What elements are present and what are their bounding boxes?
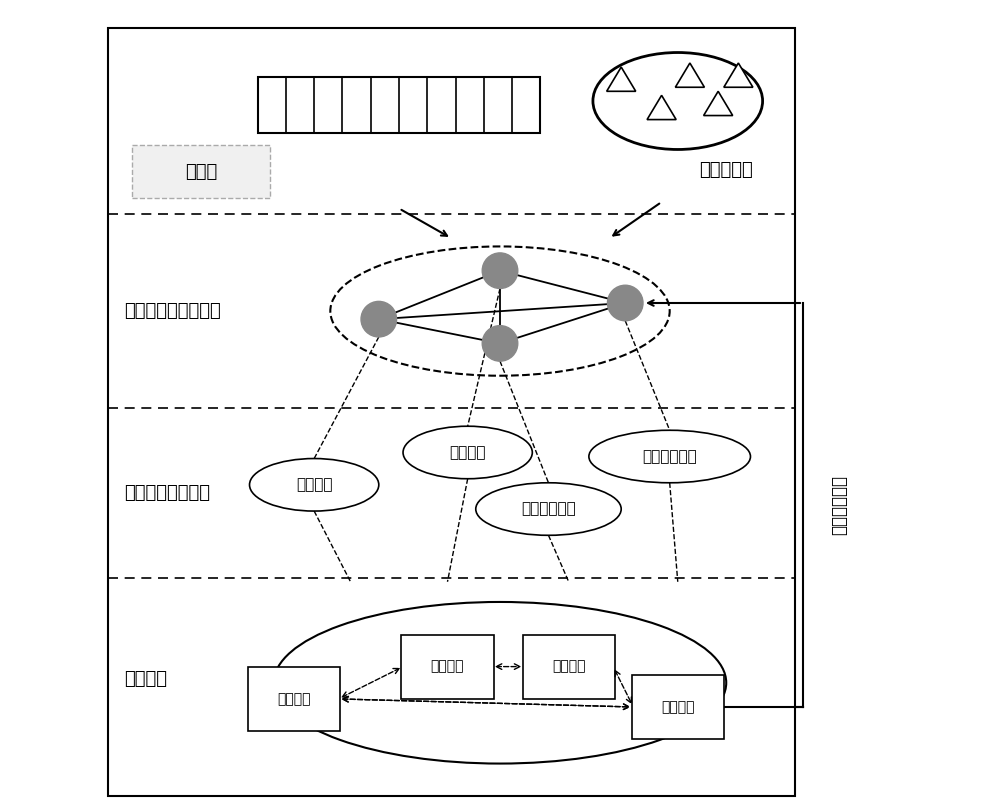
Polygon shape: [607, 67, 636, 91]
Text: 低层（算法集合）: 低层（算法集合）: [124, 484, 210, 502]
Text: 问题求解: 问题求解: [124, 670, 167, 688]
Circle shape: [482, 326, 518, 361]
Text: 蚂群算法: 蚂群算法: [296, 478, 332, 492]
FancyBboxPatch shape: [632, 675, 724, 739]
FancyBboxPatch shape: [248, 667, 340, 730]
Polygon shape: [647, 95, 676, 120]
Ellipse shape: [403, 426, 532, 478]
FancyBboxPatch shape: [401, 635, 494, 698]
Ellipse shape: [593, 53, 763, 149]
Polygon shape: [675, 63, 704, 87]
Text: 高层（超启发式算）: 高层（超启发式算）: [124, 302, 221, 320]
Ellipse shape: [250, 458, 379, 511]
Polygon shape: [704, 91, 733, 116]
Text: 禁忌搜索算法: 禁忌搜索算法: [642, 449, 697, 464]
Text: 模拟退火算法: 模拟退火算法: [521, 502, 576, 516]
Text: 问题求解: 问题求解: [552, 659, 585, 674]
Circle shape: [361, 301, 397, 337]
FancyBboxPatch shape: [523, 635, 615, 698]
FancyBboxPatch shape: [108, 28, 795, 796]
Text: 计算结果反馈: 计算结果反馈: [830, 475, 848, 535]
Ellipse shape: [274, 602, 726, 764]
Ellipse shape: [589, 430, 750, 482]
Ellipse shape: [330, 246, 670, 376]
Ellipse shape: [476, 482, 621, 535]
Text: 任务链: 任务链: [185, 162, 217, 181]
Circle shape: [482, 253, 518, 288]
Text: 问题求解: 问题求解: [277, 692, 311, 706]
Text: 遗传算法: 遗传算法: [449, 445, 486, 460]
Circle shape: [607, 285, 643, 321]
Bar: [258, 77, 540, 133]
FancyBboxPatch shape: [132, 145, 270, 198]
Polygon shape: [724, 63, 753, 87]
Text: 问题求解: 问题求解: [431, 659, 464, 674]
Text: 问题求解: 问题求解: [661, 700, 695, 714]
Text: 卫星资源群: 卫星资源群: [699, 161, 753, 179]
